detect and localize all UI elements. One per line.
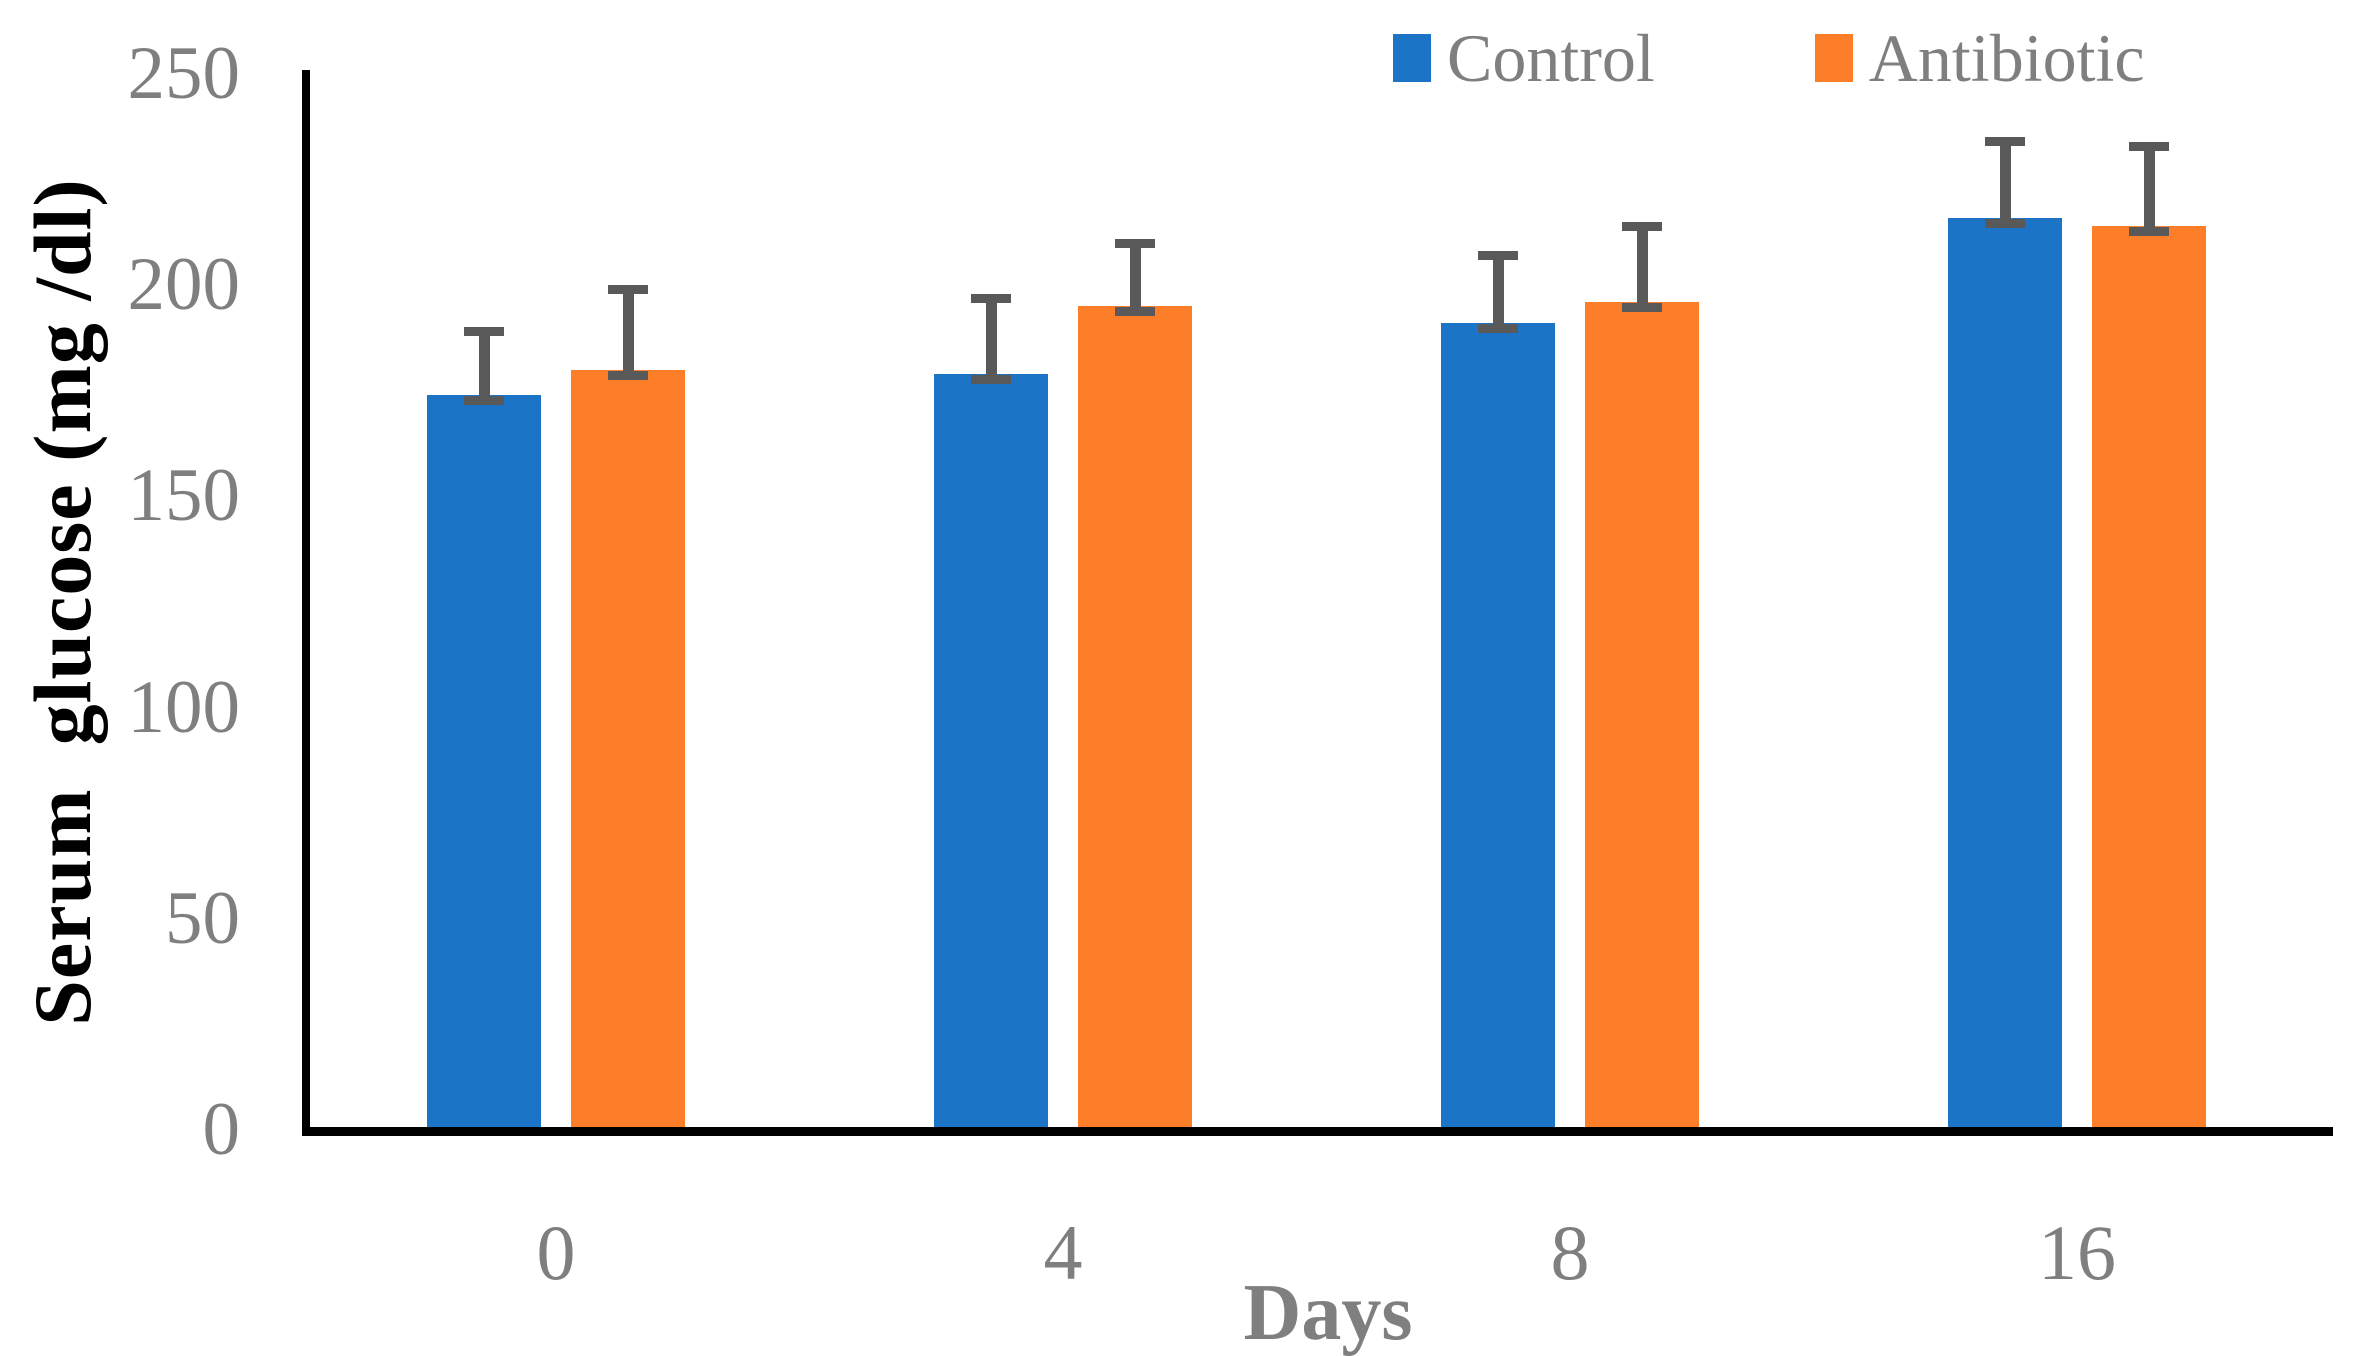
bar-control-day-4 [934, 374, 1048, 1130]
error-whisker-control-day-16 [2000, 141, 2011, 226]
x-axis-line [302, 1127, 2333, 1136]
x-tick-label-16: 16 [2038, 1209, 2116, 1296]
y-tick-label-150: 150 [127, 454, 241, 537]
error-whisker-antibiotic-day-8 [1637, 226, 1648, 310]
x-tick-label-4: 4 [1043, 1209, 1083, 1296]
error-cap-top-control-day-8 [1478, 251, 1518, 260]
y-axis-line [302, 70, 310, 1136]
bar-control-day-0 [427, 395, 541, 1130]
error-cap-bottom-antibiotic-day-4 [1115, 307, 1155, 316]
bar-control-day-8 [1441, 323, 1555, 1130]
legend: Control Antibiotic [1393, 20, 2145, 96]
y-tick-label-0: 0 [202, 1088, 241, 1171]
y-tick-label-200: 200 [127, 243, 241, 326]
legend-label-antibiotic: Antibiotic [1868, 20, 2145, 96]
legend-swatch-antibiotic [1814, 34, 1853, 82]
bar-antibiotic-day-8 [1585, 302, 1699, 1130]
bar-antibiotic-day-0 [571, 370, 685, 1130]
error-whisker-antibiotic-day-16 [2144, 146, 2155, 234]
legend-item-antibiotic: Antibiotic [1814, 20, 2145, 96]
error-whisker-antibiotic-day-0 [623, 289, 634, 378]
error-cap-bottom-antibiotic-day-8 [1622, 303, 1662, 312]
error-cap-top-antibiotic-day-16 [2129, 142, 2169, 151]
error-cap-top-antibiotic-day-8 [1622, 222, 1662, 231]
bar-antibiotic-day-16 [2092, 226, 2206, 1130]
x-tick-label-8: 8 [1550, 1209, 1590, 1296]
x-axis-title: Days [1243, 1269, 1413, 1356]
y-tick-label-250: 250 [127, 32, 241, 115]
legend-label-control: Control [1447, 20, 1655, 96]
error-cap-top-control-day-4 [971, 294, 1011, 303]
error-whisker-control-day-4 [986, 298, 997, 382]
bar-antibiotic-day-4 [1078, 306, 1192, 1130]
error-cap-bottom-control-day-0 [464, 396, 504, 405]
error-cap-bottom-control-day-8 [1478, 324, 1518, 333]
x-tick-label-0: 0 [536, 1209, 576, 1296]
legend-item-control: Control [1393, 20, 1655, 96]
y-axis-title-box: Serum glucose (mg /dl) [8, 74, 118, 1130]
error-cap-top-antibiotic-day-4 [1115, 239, 1155, 248]
error-cap-bottom-control-day-16 [1985, 219, 2025, 228]
error-whisker-antibiotic-day-4 [1130, 243, 1141, 314]
bar-control-day-16 [1948, 218, 2062, 1130]
y-tick-label-50: 50 [165, 877, 240, 960]
error-whisker-control-day-0 [479, 331, 490, 403]
error-cap-top-antibiotic-day-0 [608, 285, 648, 294]
error-cap-bottom-antibiotic-day-0 [608, 371, 648, 380]
legend-swatch-control [1393, 34, 1431, 82]
y-tick-label-100: 100 [127, 666, 241, 749]
error-cap-top-control-day-0 [464, 327, 504, 336]
error-whisker-control-day-8 [1493, 255, 1504, 331]
error-cap-bottom-control-day-4 [971, 375, 1011, 384]
error-cap-top-control-day-16 [1985, 137, 2025, 146]
error-cap-bottom-antibiotic-day-16 [2129, 227, 2169, 236]
